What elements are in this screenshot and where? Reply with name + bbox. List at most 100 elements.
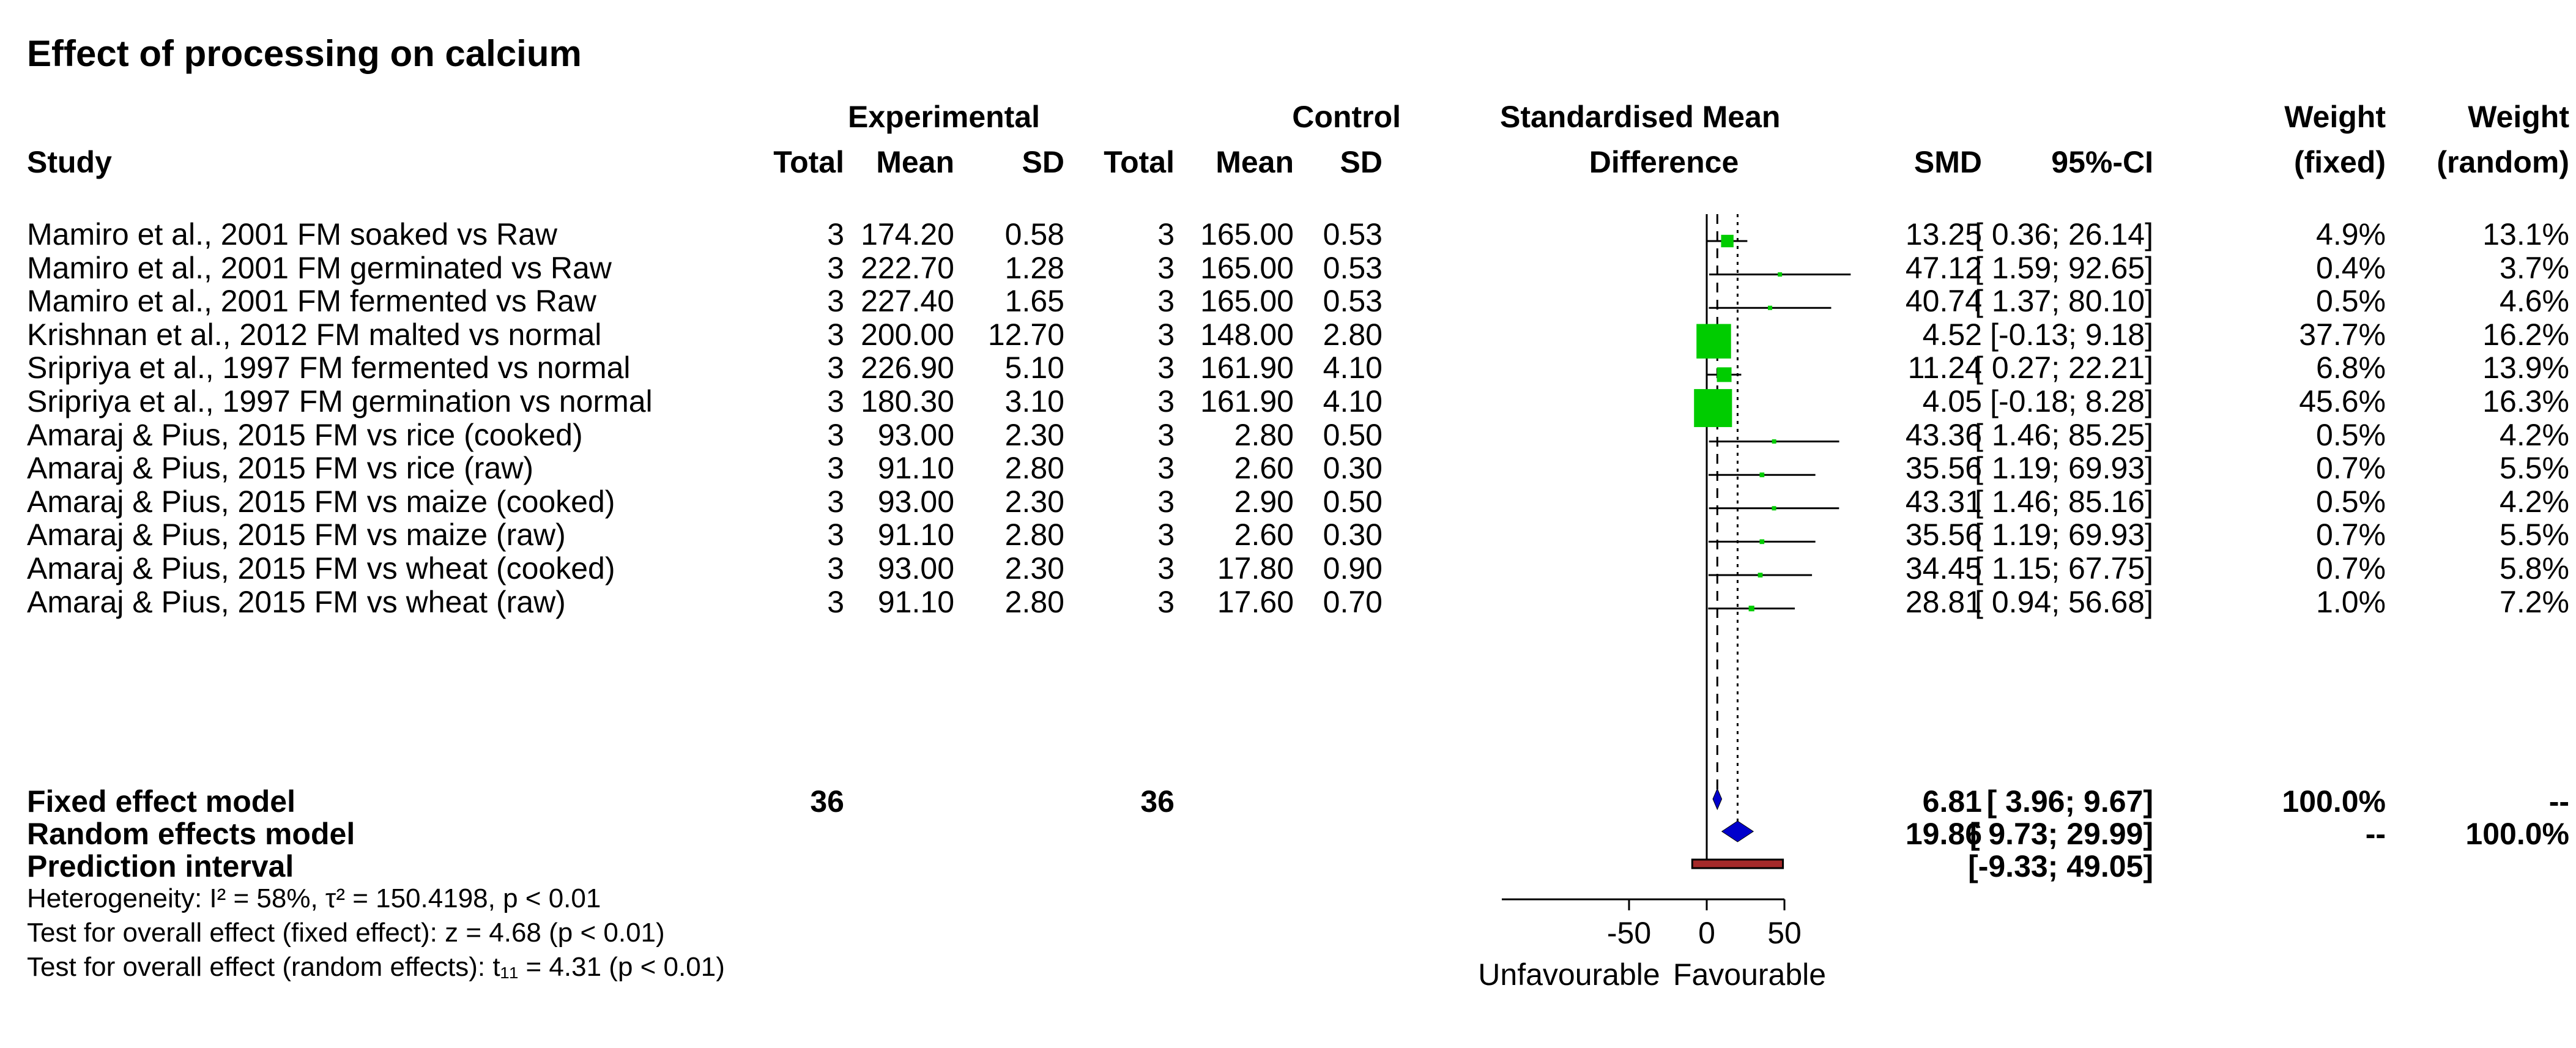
study-smd-cell: 4.05: [1922, 384, 1982, 418]
header-control: Control: [1292, 100, 1401, 134]
study-smd-cell: 13.25: [1905, 217, 1982, 251]
study-estimate-box: [1694, 388, 1732, 428]
study-c-sd-cell: 0.50: [1323, 484, 1383, 519]
random-model-smd: 19.86: [1905, 817, 1982, 851]
fixed-model-w-fixed: 100.0%: [2282, 784, 2386, 819]
study-c-total-cell: 3: [1157, 518, 1175, 552]
study-study-cell: Amaraj & Pius, 2015 FM vs maize (cooked): [27, 484, 615, 519]
study-c-mean-cell: 17.80: [1217, 551, 1294, 585]
study-w-random-cell: 7.2%: [2500, 584, 2569, 619]
study-w-random-cell: 4.6%: [2500, 284, 2569, 319]
study-study-cell: Mamiro et al., 2001 FM germinated vs Raw: [27, 250, 612, 285]
study-e-mean-cell: 91.10: [877, 584, 954, 619]
study-ci-cell: [ 1.15; 67.75]: [1975, 551, 2153, 585]
study-e-sd-cell: 12.70: [987, 317, 1064, 352]
study-c-total-cell: 3: [1157, 351, 1175, 385]
header-smd: SMD: [1913, 145, 1982, 179]
study-e-mean-cell: 93.00: [877, 551, 954, 585]
study-w-random-cell: 13.1%: [2482, 217, 2569, 251]
random-model-label: Random effects model: [27, 817, 355, 851]
study-e-total-cell: 3: [827, 451, 844, 486]
tick-0-label: 0: [1698, 916, 1715, 950]
header-smd-line2: Difference: [1589, 145, 1739, 179]
study-ci-cell: [ 1.59; 92.65]: [1975, 250, 2153, 285]
study-smd-cell: 40.74: [1905, 284, 1982, 319]
study-c-mean-cell: 148.00: [1200, 317, 1294, 352]
study-c-mean-cell: 2.60: [1234, 451, 1294, 486]
study-w-random-cell: 13.9%: [2482, 351, 2569, 385]
random-model-w-fixed: --: [2365, 817, 2386, 851]
study-c-sd-cell: 4.10: [1323, 351, 1383, 385]
study-estimate-box: [1721, 234, 1734, 248]
study-e-sd-cell: 2.80: [1004, 451, 1064, 486]
study-w-random-cell: 4.2%: [2500, 484, 2569, 519]
study-e-mean-cell: 227.40: [861, 284, 954, 319]
study-ci-cell: [ 1.46; 85.16]: [1975, 484, 2153, 519]
study-w-fixed-cell: 0.5%: [2316, 417, 2386, 452]
study-c-sd-cell: 0.53: [1323, 217, 1383, 251]
figure-title: Effect of processing on calcium: [27, 33, 582, 74]
study-ci-cell: [ 0.94; 56.68]: [1975, 584, 2153, 619]
study-e-mean-cell: 222.70: [861, 250, 954, 285]
study-c-total-cell: 3: [1157, 317, 1175, 352]
study-w-fixed-cell: 45.6%: [2299, 384, 2386, 418]
study-c-total-cell: 3: [1157, 551, 1175, 585]
study-smd-cell: 43.31: [1905, 484, 1982, 519]
header-exp-sd: SD: [1022, 145, 1064, 179]
study-e-sd-cell: 2.30: [1004, 417, 1064, 452]
study-c-total-cell: 3: [1157, 584, 1175, 619]
study-w-random-cell: 5.5%: [2500, 451, 2569, 486]
study-study-cell: Mamiro et al., 2001 FM fermented vs Raw: [27, 284, 596, 319]
study-c-mean-cell: 161.90: [1200, 384, 1294, 418]
study-e-mean-cell: 200.00: [861, 317, 954, 352]
axis-label-unfavourable: Unfavourable: [1478, 957, 1660, 992]
study-estimate-box: [1748, 606, 1754, 612]
tick-minus50-label: -50: [1607, 916, 1651, 950]
header-ctrl-sd: SD: [1340, 145, 1383, 179]
study-e-mean-cell: 91.10: [877, 518, 954, 552]
axis-label-favourable: Favourable: [1673, 957, 1826, 992]
study-e-total-cell: 3: [827, 384, 844, 418]
study-w-fixed-cell: 0.7%: [2316, 551, 2386, 585]
header-ci: 95%-CI: [2051, 145, 2153, 179]
study-c-mean-cell: 165.00: [1200, 217, 1294, 251]
study-c-sd-cell: 0.53: [1323, 284, 1383, 319]
study-c-mean-cell: 161.90: [1200, 351, 1294, 385]
study-smd-cell: 35.56: [1905, 451, 1982, 486]
tick-50-label: 50: [1767, 916, 1802, 950]
random-test-note: Test for overall effect (random effects)…: [27, 952, 725, 982]
study-smd-cell: 34.45: [1905, 551, 1982, 585]
study-c-sd-cell: 0.70: [1323, 584, 1383, 619]
study-e-total-cell: 3: [827, 518, 844, 552]
study-e-total-cell: 3: [827, 584, 844, 619]
study-c-sd-cell: 4.10: [1323, 384, 1383, 418]
study-ci-cell: [ 0.27; 22.21]: [1975, 351, 2153, 385]
header-smd-line1: Standardised Mean: [1500, 100, 1781, 134]
study-e-total-cell: 3: [827, 551, 844, 585]
fixed-effect-diamond: [1712, 787, 1723, 811]
study-study-cell: Krishnan et al., 2012 FM malted vs norma…: [27, 317, 602, 352]
study-ci-cell: [-0.18; 8.28]: [1990, 384, 2153, 418]
study-estimate-box: [1778, 272, 1783, 277]
study-c-mean-cell: 2.80: [1234, 417, 1294, 452]
study-smd-cell: 35.56: [1905, 518, 1982, 552]
study-study-cell: Amaraj & Pius, 2015 FM vs wheat (cooked): [27, 551, 615, 585]
header-experimental: Experimental: [848, 100, 1041, 134]
study-c-mean-cell: 165.00: [1200, 284, 1294, 319]
study-e-sd-cell: 0.58: [1004, 217, 1064, 251]
study-e-sd-cell: 5.10: [1004, 351, 1064, 385]
random-model-ci: [ 9.73; 29.99]: [1969, 817, 2153, 851]
study-e-sd-cell: 1.28: [1004, 250, 1064, 285]
study-e-total-cell: 3: [827, 484, 844, 519]
study-e-sd-cell: 3.10: [1004, 384, 1064, 418]
study-w-random-cell: 5.8%: [2500, 551, 2569, 585]
study-e-mean-cell: 226.90: [861, 351, 954, 385]
study-ci-cell: [ 0.36; 26.14]: [1975, 217, 2153, 251]
study-e-total-cell: 3: [827, 284, 844, 319]
study-w-random-cell: 5.5%: [2500, 518, 2569, 552]
study-e-sd-cell: 2.30: [1004, 484, 1064, 519]
study-w-fixed-cell: 6.8%: [2316, 351, 2386, 385]
study-w-fixed-cell: 0.5%: [2316, 284, 2386, 319]
study-w-fixed-cell: 0.4%: [2316, 250, 2386, 285]
